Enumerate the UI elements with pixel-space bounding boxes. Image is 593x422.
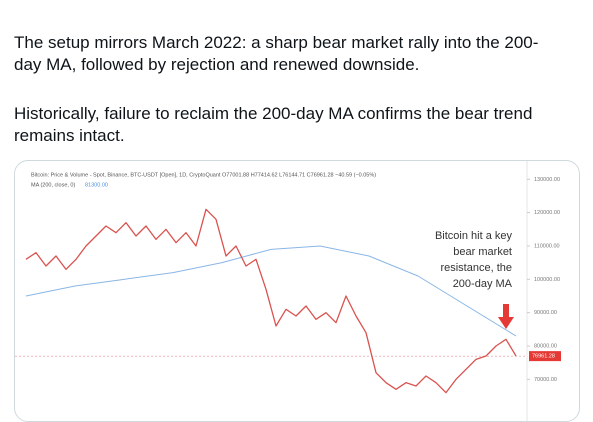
arrow [498,304,514,329]
post-paragraph: The setup mirrors March 2022: a sharp be… [14,32,538,76]
annotation: 200-day MA [453,278,513,290]
annotation: bear market [453,246,512,258]
y-tick-label: 90000.00 [534,310,557,316]
text-line: The setup mirrors March 2022: a sharp be… [14,33,539,52]
y-tick-label: 70000.00 [534,377,557,383]
post-paragraph: Historically, failure to reclaim the 200… [14,103,532,147]
chart-header: Bitcoin: Price & Volume - Spot, Binance,… [31,172,376,178]
text-line: Historically, failure to reclaim the 200… [14,104,533,123]
y-tick-label: 130000.00 [534,177,560,183]
ma-label: MA (200, close, 0) [31,182,75,188]
price-label: 76961.28 [532,354,555,360]
post-image[interactable]: Bitcoin: Price & Volume - Spot, Binance,… [14,160,580,422]
y-tick-label: 110000.00 [534,243,560,249]
chart: Bitcoin: Price & Volume - Spot, Binance,… [15,161,561,421]
y-tick-label: 80000.00 [534,343,557,349]
annotation: resistance, the [440,262,512,274]
price-badge [529,351,561,362]
page: The setup mirrors March 2022: a sharp be… [14,32,580,422]
annotation: Bitcoin hit a key [435,230,513,242]
text-line: remains intact. [14,126,125,145]
y-tick-label: 100000.00 [534,277,560,283]
text-line: day MA, followed by rejection and renewe… [14,55,420,74]
ma-value: 81300.00 [85,182,108,188]
series-line [25,245,517,337]
series-line [25,208,517,394]
y-tick-label: 120000.00 [534,210,560,216]
